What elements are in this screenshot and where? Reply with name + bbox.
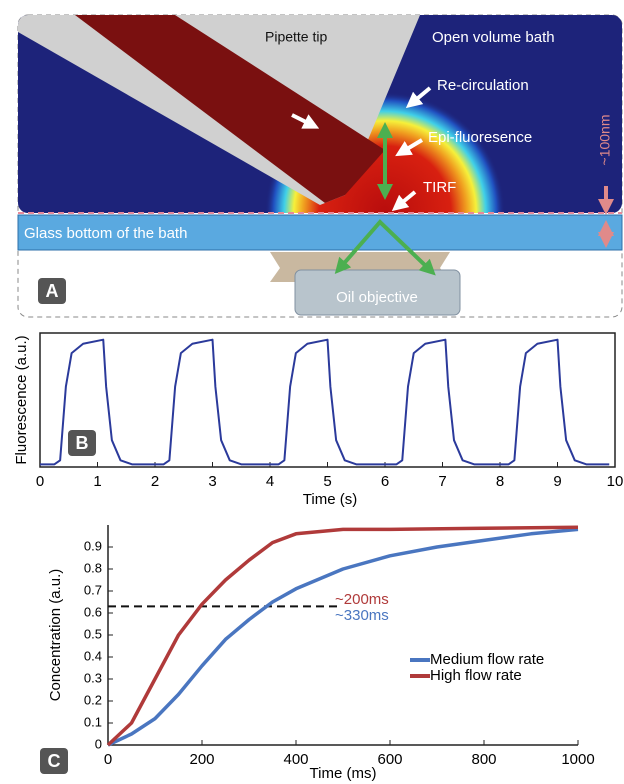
x-axis-label: Time (ms)	[310, 765, 377, 782]
panel-badge	[38, 278, 66, 304]
arrow	[291, 113, 320, 129]
panel-badge	[40, 748, 68, 774]
panel-letter: C	[48, 751, 61, 771]
label: ~100nm	[597, 115, 613, 166]
y-axis-label: Fluorescence (a.u.)	[13, 335, 30, 464]
data-line	[106, 525, 579, 747]
arrow	[391, 190, 417, 212]
x-tick-label: 400	[283, 751, 308, 768]
x-tick-label: 600	[377, 751, 402, 768]
x-tick-label: 6	[381, 473, 389, 490]
x-tick-label: 10	[607, 473, 624, 490]
x-axis-label: Time (s)	[303, 491, 357, 508]
data-line	[40, 338, 610, 466]
label: Epi-fluoresence	[428, 129, 532, 146]
glass	[17, 214, 623, 251]
y-tick-label: 0.2	[84, 692, 102, 707]
annotation: ~330ms	[335, 607, 389, 624]
legend-label: High flow rate	[430, 667, 522, 684]
legend-label: Medium flow rate	[430, 651, 544, 668]
y-tick-label: 0.8	[84, 560, 102, 575]
pipette-lumen	[75, 15, 385, 203]
arrow	[405, 86, 432, 109]
x-tick-label: 0	[104, 751, 112, 768]
y-tick-label: 0.6	[84, 604, 102, 619]
charts: 0 1 2 3 4 5 6 7 8 9 10 Time (s) Fluorescence (a.u.) B…	[13, 332, 624, 782]
x-tick-label: 3	[208, 473, 216, 490]
light-path	[334, 219, 436, 276]
x-tick-label: 8	[496, 473, 504, 490]
panel-letter: B	[76, 433, 89, 453]
y-tick-label: 0.5	[84, 626, 102, 641]
data-line	[107, 527, 579, 747]
x-tick-label: 2	[151, 473, 159, 490]
y-tick-label: 0.3	[84, 670, 102, 685]
panel-badge	[68, 430, 96, 456]
x-tick-label: 200	[189, 751, 214, 768]
label: Open volume bath	[432, 29, 555, 46]
y-tick-label: 0	[95, 736, 102, 751]
x-tick-label: 800	[471, 751, 496, 768]
y-tick-label: 0.9	[84, 538, 102, 553]
x-tick-label: 1	[93, 473, 101, 490]
annotation: ~200ms	[335, 591, 389, 608]
y-tick-label: 0.7	[84, 582, 102, 597]
x-tick-label: 4	[266, 473, 274, 490]
label: Glass bottom of the bath	[24, 225, 187, 242]
x-tick-label: 7	[438, 473, 446, 490]
panel-letter: A	[46, 281, 59, 301]
y-tick-label: 0.1	[84, 714, 102, 729]
arrow	[395, 138, 424, 157]
x-tick-label: 5	[323, 473, 331, 490]
label: TIRF	[423, 179, 456, 196]
x-tick-label: 0	[36, 473, 44, 490]
label: Re-circulation	[437, 77, 529, 94]
y-tick-label: 0.4	[84, 648, 102, 663]
x-tick-label: 9	[553, 473, 561, 490]
y-axis-label: Concentration (a.u.)	[47, 569, 64, 702]
x-tick-label: 1000	[561, 751, 594, 768]
panel-a: Pipette tip Open volume bath Re-circulat…	[17, 14, 623, 318]
label: Pipette tip	[265, 29, 327, 45]
label: Oil objective	[336, 289, 418, 306]
